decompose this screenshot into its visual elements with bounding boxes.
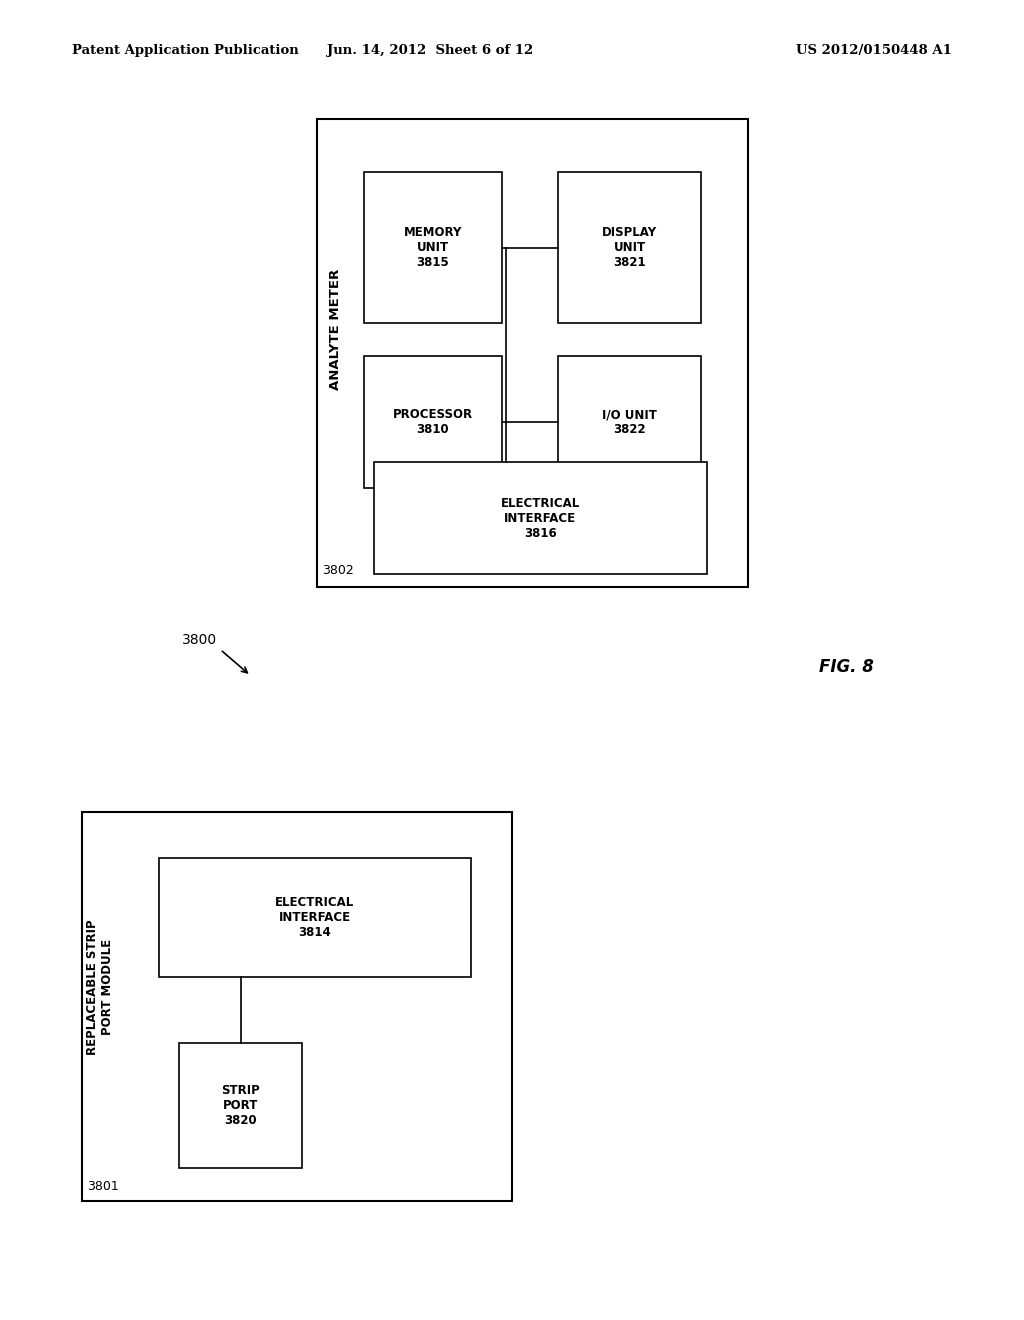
- Text: MEMORY
UNIT
3815: MEMORY UNIT 3815: [403, 226, 462, 269]
- Bar: [82, 812, 512, 1201]
- Bar: [558, 172, 701, 323]
- Text: Jun. 14, 2012  Sheet 6 of 12: Jun. 14, 2012 Sheet 6 of 12: [327, 44, 534, 57]
- Text: REPLACEABLE STRIP
PORT MODULE: REPLACEABLE STRIP PORT MODULE: [86, 919, 115, 1055]
- Text: STRIP
PORT
3820: STRIP PORT 3820: [221, 1084, 260, 1127]
- Text: I/O UNIT
3822: I/O UNIT 3822: [602, 408, 657, 437]
- Text: 3801: 3801: [87, 1180, 119, 1193]
- Bar: [159, 858, 471, 977]
- Bar: [558, 356, 701, 488]
- Text: US 2012/0150448 A1: US 2012/0150448 A1: [797, 44, 952, 57]
- Text: Patent Application Publication: Patent Application Publication: [72, 44, 298, 57]
- Bar: [179, 1043, 302, 1168]
- Text: DISPLAY
UNIT
3821: DISPLAY UNIT 3821: [602, 226, 657, 269]
- Text: ELECTRICAL
INTERFACE
3816: ELECTRICAL INTERFACE 3816: [501, 496, 580, 540]
- Text: ANALYTE METER: ANALYTE METER: [330, 269, 342, 391]
- Text: PROCESSOR
3810: PROCESSOR 3810: [392, 408, 473, 437]
- Bar: [374, 462, 707, 574]
- Bar: [317, 119, 748, 587]
- Bar: [364, 172, 502, 323]
- Bar: [364, 356, 502, 488]
- Text: 3802: 3802: [323, 564, 354, 577]
- Text: 3800: 3800: [182, 634, 217, 647]
- Text: ELECTRICAL
INTERFACE
3814: ELECTRICAL INTERFACE 3814: [275, 896, 354, 939]
- Text: FIG. 8: FIG. 8: [819, 657, 874, 676]
